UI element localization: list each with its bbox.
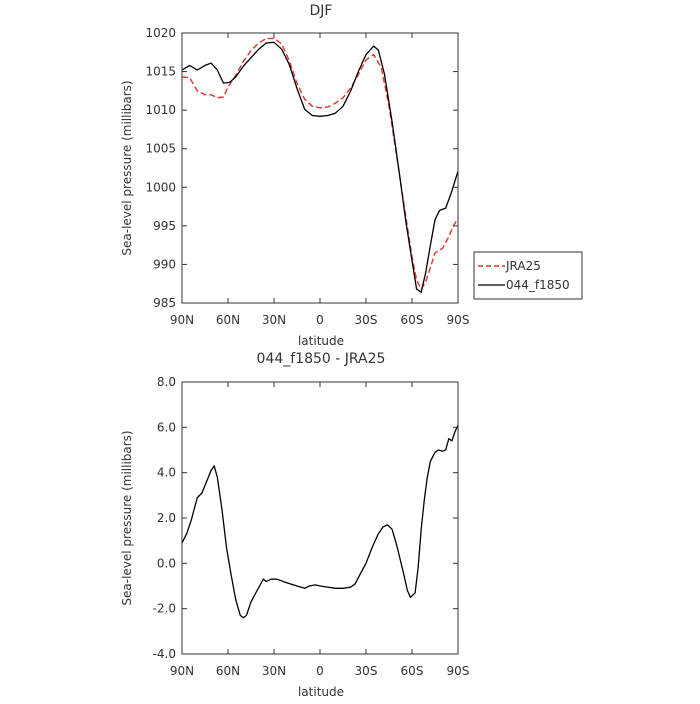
top-series-line-jra25 bbox=[181, 37, 459, 290]
bottom-y-tick-label: -4.0 bbox=[153, 647, 176, 661]
bottom-x-tick-label: 90S bbox=[447, 664, 470, 678]
bottom-y-tick-label: 4.0 bbox=[157, 466, 176, 480]
top-y-tick-label: 1015 bbox=[145, 65, 176, 79]
top-plot-frame bbox=[181, 32, 459, 304]
top-y-tick-label: 1000 bbox=[145, 180, 176, 194]
bottom-y-tick-label: 2.0 bbox=[157, 511, 176, 525]
top-chart-title: DJF bbox=[310, 3, 333, 19]
bottom-x-tick-label: 60S bbox=[401, 664, 424, 678]
bottom-series-layer bbox=[181, 424, 459, 619]
bottom-x-axis: 90N 60N 30N 0 30S 60S 90S bbox=[170, 382, 470, 678]
top-x-tick-label: 60S bbox=[401, 313, 424, 327]
top-y-tick-label: 1020 bbox=[145, 26, 176, 40]
bottom-x-tick-label: 60N bbox=[216, 664, 240, 678]
bottom-x-tick-label: 90N bbox=[170, 664, 194, 678]
bottom-y-tick-label: -2.0 bbox=[153, 602, 176, 616]
top-y-tick-label: 995 bbox=[153, 219, 176, 233]
bottom-x-axis-label: latitude bbox=[298, 685, 344, 699]
top-x-tick-label: 90N bbox=[170, 313, 194, 327]
bottom-y-axis-label: Sea-level pressure (millibars) bbox=[120, 430, 134, 605]
panel-top: DJF 985 990 995 1000 1005 1010 1015 1020 90N 60N… bbox=[120, 3, 583, 348]
legend-label-044-f1850: 044_f1850 bbox=[506, 278, 570, 292]
top-legend: JRA25 044_f1850 bbox=[473, 251, 583, 300]
bottom-chart-title: 044_f1850 - JRA25 bbox=[257, 351, 386, 367]
bottom-y-tick-label: 8.0 bbox=[157, 375, 176, 389]
bottom-y-tick-label: 0.0 bbox=[157, 556, 176, 570]
top-x-axis-label: latitude bbox=[298, 334, 344, 348]
bottom-x-tick-label: 0 bbox=[316, 664, 324, 678]
top-y-tick-label: 990 bbox=[153, 257, 176, 271]
bottom-series-line-0 bbox=[181, 424, 459, 619]
top-x-tick-label: 0 bbox=[316, 313, 324, 327]
top-y-tick-label: 1005 bbox=[145, 142, 176, 156]
top-x-tick-label: 30S bbox=[355, 313, 378, 327]
top-y-axis: 985 990 995 1000 1005 1010 1015 1020 bbox=[145, 26, 458, 310]
legend-box bbox=[473, 251, 583, 300]
top-y-axis-label: Sea-level pressure (millibars) bbox=[120, 80, 134, 255]
top-x-tick-label: 60N bbox=[216, 313, 240, 327]
panel-bottom: 044_f1850 - JRA25 -4.0 -2.0 0.0 2.0 4.0 6.0 8.… bbox=[120, 351, 469, 699]
legend-label-jra25: JRA25 bbox=[505, 259, 541, 273]
top-y-tick-label: 1010 bbox=[145, 103, 176, 117]
bottom-x-tick-label: 30S bbox=[355, 664, 378, 678]
top-y-tick-label: 985 bbox=[153, 296, 176, 310]
top-x-axis: 90N 60N 30N 0 30S 60S 90S bbox=[170, 33, 470, 327]
bottom-x-tick-label: 30N bbox=[262, 664, 286, 678]
top-x-tick-label: 90S bbox=[447, 313, 470, 327]
top-series-layer bbox=[181, 37, 459, 293]
top-series-line-044-f1850 bbox=[181, 41, 459, 293]
bottom-y-axis: -4.0 -2.0 0.0 2.0 4.0 6.0 8.0 bbox=[153, 375, 458, 661]
bottom-y-tick-label: 6.0 bbox=[157, 420, 176, 434]
top-x-tick-label: 30N bbox=[262, 313, 286, 327]
